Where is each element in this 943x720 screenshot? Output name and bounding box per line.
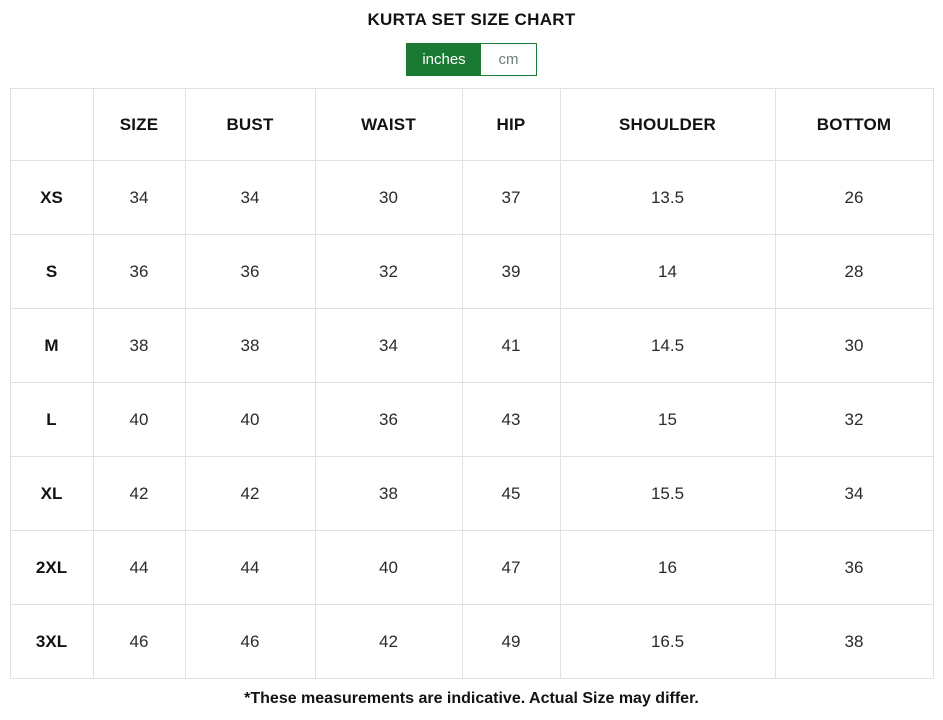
table-row-m: M 38 38 34 41 14.5 30 xyxy=(9,308,934,383)
page-title: KURTA SET SIZE CHART xyxy=(367,10,576,29)
cell-xl-waist: 38 xyxy=(314,456,463,531)
cell-l-bust: 40 xyxy=(184,382,316,457)
cell-3xl-bottom: 38 xyxy=(774,604,934,679)
unit-toggle-inches-button[interactable]: inches xyxy=(407,44,481,75)
cell-2xl-hip: 47 xyxy=(461,530,561,605)
unit-toggle-wrapper: inches cm xyxy=(0,43,943,76)
cell-3xl-shoulder: 16.5 xyxy=(559,604,776,679)
cell-s-waist: 32 xyxy=(314,234,463,309)
cell-xl-shoulder: 15.5 xyxy=(559,456,776,531)
cell-l-hip: 43 xyxy=(461,382,561,457)
cell-2xl-bust: 44 xyxy=(184,530,316,605)
cell-xl-hip: 45 xyxy=(461,456,561,531)
cell-xl-size: 42 xyxy=(92,456,186,531)
row-label-m: M xyxy=(9,308,94,383)
cell-s-size: 36 xyxy=(92,234,186,309)
size-chart-body: XS 34 34 30 37 13.5 26 S 36 36 32 39 14 28 M 38 38 34 41 14… xyxy=(9,160,934,679)
cell-m-bottom: 30 xyxy=(774,308,934,383)
cell-xs-bust: 34 xyxy=(184,160,316,235)
footer-disclaimer: *These measurements are indicative. Actu… xyxy=(244,690,699,707)
cell-m-size: 38 xyxy=(92,308,186,383)
cell-3xl-bust: 46 xyxy=(184,604,316,679)
cell-m-shoulder: 14.5 xyxy=(559,308,776,383)
cell-m-bust: 38 xyxy=(184,308,316,383)
unit-toggle: inches cm xyxy=(406,43,537,76)
column-header-hip: HIP xyxy=(461,88,561,161)
row-label-2xl: 2XL xyxy=(9,530,94,605)
column-header-bottom: BOTTOM xyxy=(774,88,934,161)
cell-2xl-size: 44 xyxy=(92,530,186,605)
cell-m-waist: 34 xyxy=(314,308,463,383)
table-row-xs: XS 34 34 30 37 13.5 26 xyxy=(9,160,934,235)
row-label-xs: XS xyxy=(9,160,94,235)
size-chart-header-row: SIZE BUST WAIST HIP SHOULDER BOTTOM xyxy=(9,88,934,161)
cell-xs-bottom: 26 xyxy=(774,160,934,235)
cell-xs-size: 34 xyxy=(92,160,186,235)
cell-s-hip: 39 xyxy=(461,234,561,309)
cell-l-size: 40 xyxy=(92,382,186,457)
row-label-l: L xyxy=(9,382,94,457)
cell-3xl-hip: 49 xyxy=(461,604,561,679)
column-header-size: SIZE xyxy=(92,88,186,161)
cell-xl-bottom: 34 xyxy=(774,456,934,531)
cell-xl-bust: 42 xyxy=(184,456,316,531)
cell-l-waist: 36 xyxy=(314,382,463,457)
row-label-s: S xyxy=(9,234,94,309)
cell-m-hip: 41 xyxy=(461,308,561,383)
cell-l-shoulder: 15 xyxy=(559,382,776,457)
table-row-2xl: 2XL 44 44 40 47 16 36 xyxy=(9,530,934,605)
cell-2xl-waist: 40 xyxy=(314,530,463,605)
table-row-xl: XL 42 42 38 45 15.5 34 xyxy=(9,456,934,531)
cell-s-bust: 36 xyxy=(184,234,316,309)
cell-l-bottom: 32 xyxy=(774,382,934,457)
cell-xs-hip: 37 xyxy=(461,160,561,235)
row-label-xl: XL xyxy=(9,456,94,531)
table-row-s: S 36 36 32 39 14 28 xyxy=(9,234,934,309)
size-chart-table: SIZE BUST WAIST HIP SHOULDER BOTTOM XS 34 34 30 3… xyxy=(9,88,934,679)
cell-2xl-bottom: 36 xyxy=(774,530,934,605)
table-row-3xl: 3XL 46 46 42 49 16.5 38 xyxy=(9,604,934,679)
unit-toggle-cm-button[interactable]: cm xyxy=(481,44,536,75)
cell-2xl-shoulder: 16 xyxy=(559,530,776,605)
column-header-shoulder: SHOULDER xyxy=(559,88,776,161)
cell-3xl-waist: 42 xyxy=(314,604,463,679)
row-label-3xl: 3XL xyxy=(9,604,94,679)
cell-xs-shoulder: 13.5 xyxy=(559,160,776,235)
column-header-bust: BUST xyxy=(184,88,316,161)
cell-3xl-size: 46 xyxy=(92,604,186,679)
table-row-l: L 40 40 36 43 15 32 xyxy=(9,382,934,457)
column-header-waist: WAIST xyxy=(314,88,463,161)
column-header-empty xyxy=(9,88,94,161)
cell-xs-waist: 30 xyxy=(314,160,463,235)
cell-s-shoulder: 14 xyxy=(559,234,776,309)
cell-s-bottom: 28 xyxy=(774,234,934,309)
